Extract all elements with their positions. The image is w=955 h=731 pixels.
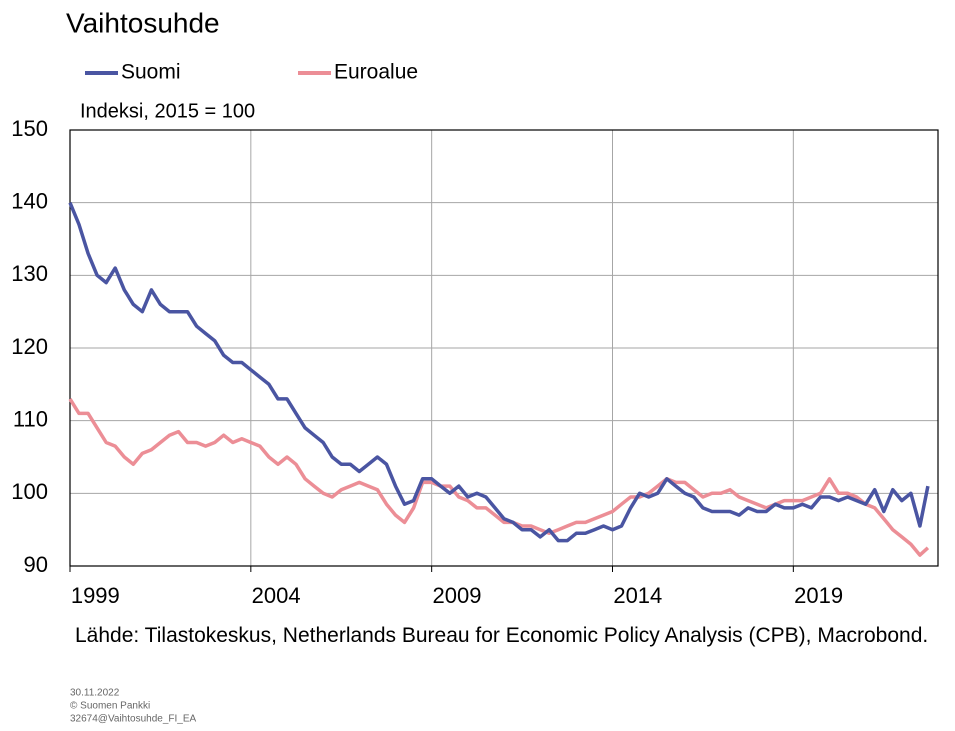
footer-date: 30.11.2022 (70, 688, 120, 699)
footer-copyright: © Suomen Pankki (70, 701, 150, 712)
legend-label: Euroalue (334, 61, 418, 84)
x-tick-label: 2014 (613, 583, 662, 608)
x-tick-label: 2019 (794, 583, 843, 608)
x-tick-label: 2004 (252, 583, 301, 608)
x-tick-label: 1999 (71, 583, 120, 608)
chart-title: Vaihtosuhde (66, 7, 220, 38)
x-tick-label: 2009 (433, 583, 482, 608)
data-line (68, 397, 930, 557)
y-tick-label: 130 (11, 261, 48, 286)
footer-id: 32674@Vaihtosuhde_FI_EA (70, 714, 196, 725)
y-tick-label: 140 (11, 188, 48, 213)
y-axis-label: Indeksi, 2015 = 100 (80, 100, 255, 122)
y-tick-label: 90 (24, 552, 48, 577)
y-tick-label: 110 (13, 406, 48, 431)
legend-label: Suomi (121, 61, 181, 84)
y-tick-label: 150 (11, 116, 48, 141)
plot-frame (69, 129, 939, 567)
y-tick-label: 100 (11, 479, 48, 504)
data-line (68, 202, 930, 543)
y-tick-label: 120 (11, 334, 48, 359)
source-note: Lähde: Tilastokeskus, Netherlands Bureau… (75, 624, 929, 647)
